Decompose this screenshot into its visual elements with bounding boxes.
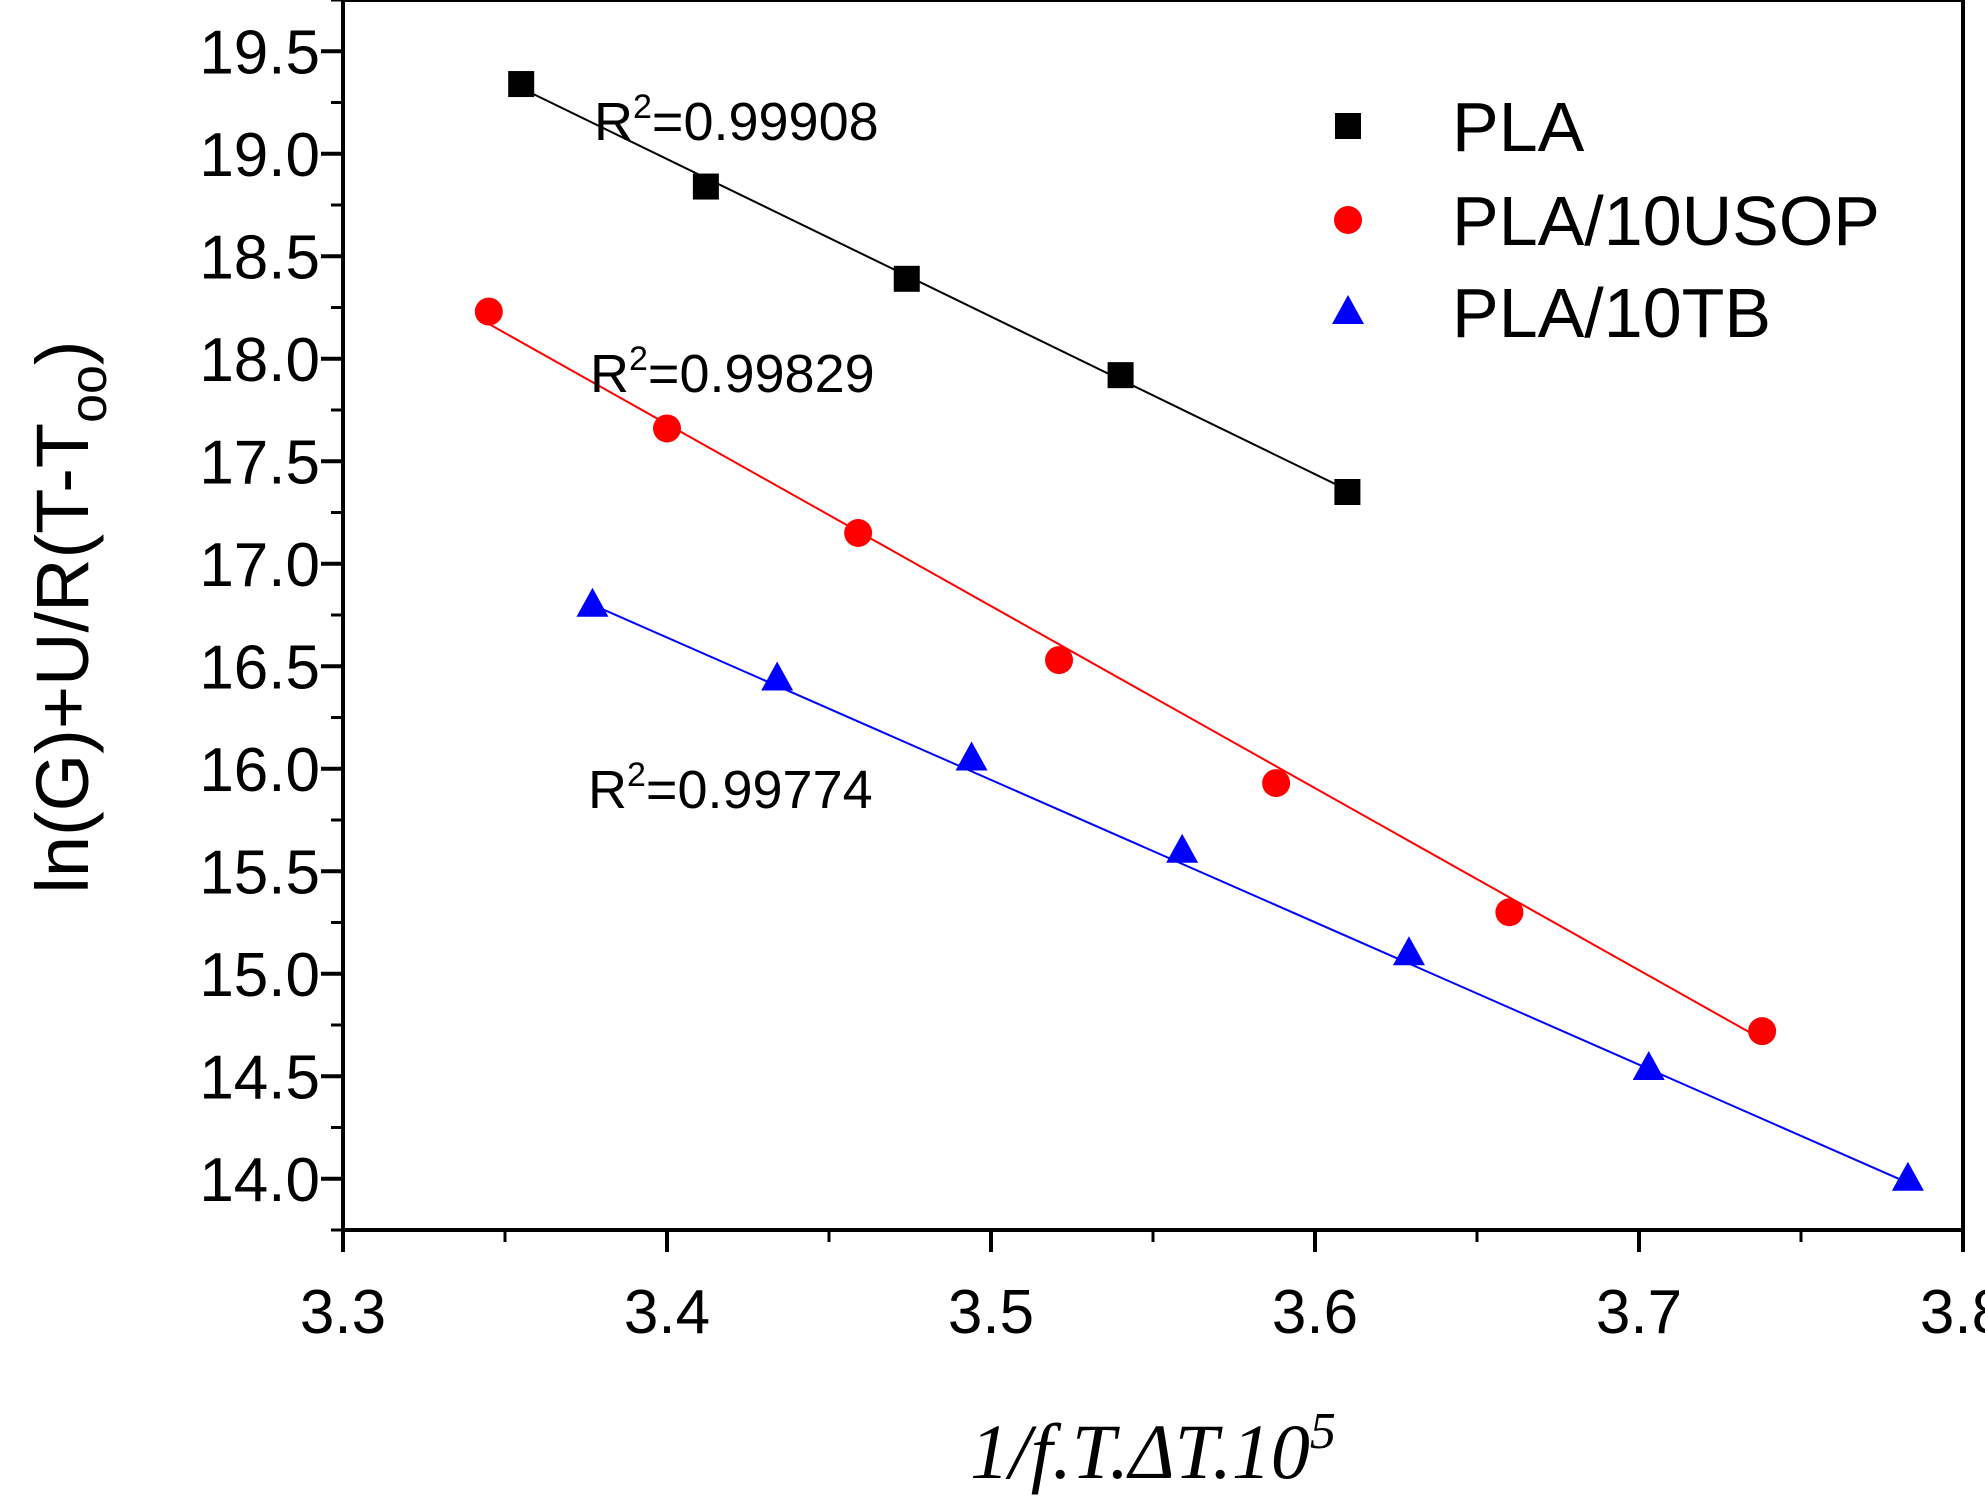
- data-point: [1392, 936, 1425, 966]
- data-point: [1334, 479, 1361, 505]
- fit-line-2: [592, 603, 1909, 1184]
- y-tick-label: 15.5: [199, 838, 320, 907]
- legend-marker: [1332, 295, 1364, 324]
- data-point: [576, 587, 609, 617]
- y-tick-label: 18.5: [199, 223, 320, 292]
- fit-lines: [488, 87, 1909, 1184]
- x-tick-label: 3.4: [624, 1278, 710, 1347]
- data-point: [1891, 1161, 1924, 1191]
- x-tick-label: 3.6: [1272, 1278, 1358, 1347]
- r2-label: R2=0.99774: [588, 756, 873, 820]
- data-point: [893, 265, 920, 292]
- x-tick-label: 3.8: [1920, 1278, 1985, 1347]
- y-tick-label: 19.5: [199, 18, 320, 87]
- data-point: [692, 173, 719, 200]
- y-tick-label: 14.0: [199, 1146, 320, 1215]
- legend-marker: [1335, 113, 1361, 139]
- data-point: [761, 661, 794, 691]
- x-tick-label: 3.5: [948, 1278, 1034, 1347]
- y-tick-label: 16.5: [199, 633, 320, 702]
- r2-annotations: R2=0.99908 R2=0.99829 R2=0.99774: [588, 88, 879, 820]
- legend-marker: [1334, 206, 1362, 234]
- legend-label: PLA/10USOP: [1452, 182, 1880, 260]
- data-point: [1107, 362, 1134, 389]
- data-point: [955, 741, 988, 771]
- legend-label: PLA/10TB: [1452, 274, 1771, 352]
- y-tick-label: 16.0: [199, 736, 320, 805]
- y-tick-label: 17.5: [199, 428, 320, 497]
- legend: PLA PLA/10USOP PLA/10TB: [1332, 88, 1880, 352]
- data-point: [1748, 1017, 1777, 1046]
- x-axis-title: 1/f.T.ΔT.105: [970, 1403, 1336, 1495]
- y-tick-label: 17.0: [199, 531, 320, 600]
- x-tick-label: 3.3: [300, 1278, 386, 1347]
- y-tick-label: 19.0: [199, 121, 320, 190]
- data-point: [508, 71, 535, 98]
- data-point: [1262, 769, 1291, 798]
- data-point: [1495, 898, 1524, 927]
- data-point: [844, 519, 873, 547]
- data-markers: [474, 71, 1924, 1191]
- y-axis-title: ln(G)+U/R(T-Too): [21, 340, 118, 893]
- fit-line-1: [488, 323, 1763, 1041]
- r2-label: R2=0.99829: [590, 340, 875, 404]
- data-point: [653, 414, 681, 443]
- y-tick-label: 18.0: [199, 326, 320, 395]
- data-point: [1632, 1051, 1665, 1081]
- legend-label: PLA: [1452, 88, 1585, 166]
- data-point: [474, 297, 503, 326]
- x-tick-label: 3.7: [1596, 1278, 1682, 1347]
- r2-label: R2=0.99908: [594, 88, 879, 152]
- data-point: [1045, 646, 1074, 675]
- data-point: [1166, 833, 1199, 863]
- fit-line-0: [520, 87, 1348, 491]
- tick-group: 3.3 3.4 3.5 3.6 3.7 3.8 14.0 14.5 15.0 15.5 16.0 16…: [199, 0, 1985, 1347]
- y-tick-label: 15.0: [199, 941, 320, 1010]
- y-tick-label: 14.5: [199, 1043, 320, 1112]
